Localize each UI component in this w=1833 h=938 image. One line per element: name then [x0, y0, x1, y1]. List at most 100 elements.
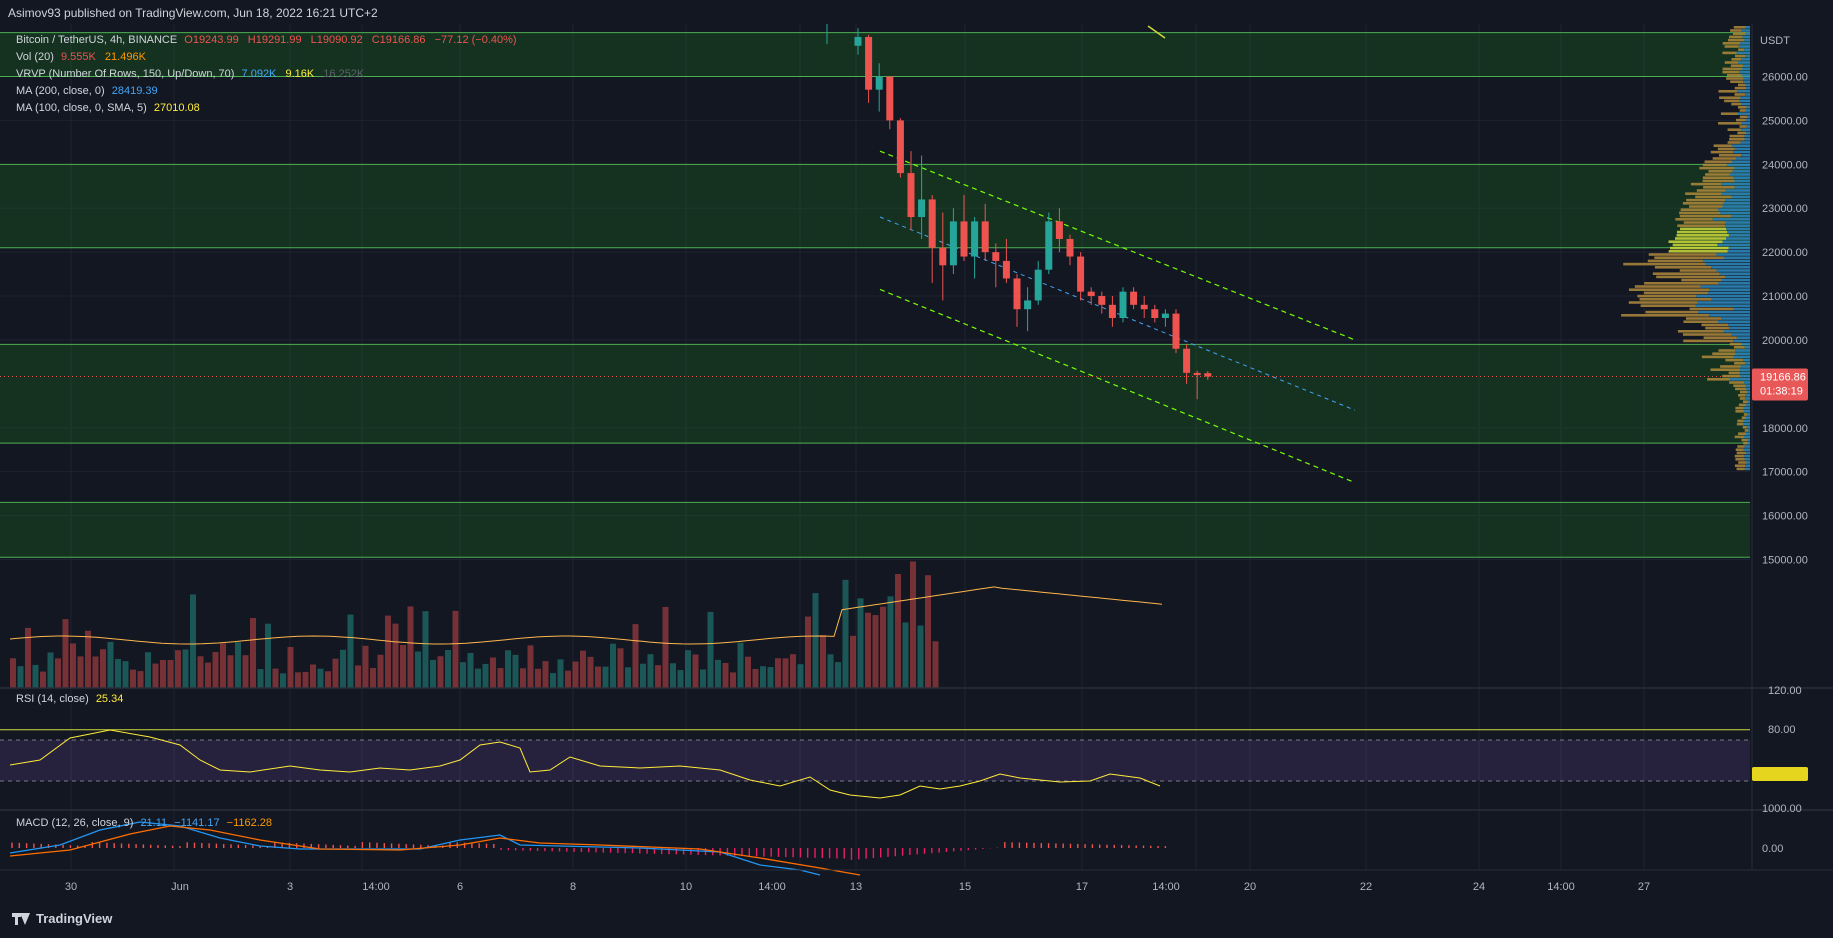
volume-bar	[55, 658, 61, 688]
profile-row-up	[1696, 294, 1750, 298]
profile-row-down	[1729, 342, 1742, 346]
candle	[1183, 344, 1191, 384]
volume-bar	[242, 655, 249, 688]
volume-bar	[182, 649, 189, 688]
channel-upper-line	[879, 150, 1356, 341]
macd-tick-label: 1000.00	[1762, 803, 1802, 815]
candle-body	[896, 120, 904, 174]
zone-box	[0, 344, 1750, 444]
profile-row-down	[1743, 413, 1748, 416]
profile-row-up	[1733, 339, 1750, 343]
macd-tick-label: 0.00	[1762, 843, 1783, 855]
price-tag-countdown: 01:38:19	[1760, 386, 1803, 398]
volume-bar	[610, 643, 616, 688]
profile-row-up	[1745, 109, 1750, 112]
profile-row-down	[1640, 304, 1696, 307]
volume-bar	[865, 612, 871, 688]
macd-legend[interactable]: MACD (12, 26, close, 9) 21.11 −1141.17 −…	[16, 817, 272, 829]
volume-bar	[752, 668, 759, 688]
profile-row-down	[1739, 125, 1747, 128]
profile-row-down	[1689, 307, 1734, 311]
profile-row-up	[1744, 346, 1750, 349]
volume-bar	[355, 665, 361, 688]
volume-bar	[512, 654, 519, 688]
ohlc-low: L19090.92	[310, 34, 363, 46]
profile-row-down	[1696, 189, 1726, 192]
profile-row-down	[1668, 250, 1728, 253]
profile-row-up	[1716, 253, 1750, 256]
profile-row-down	[1628, 288, 1710, 291]
volume-bar	[445, 649, 451, 688]
profile-row-down	[1675, 218, 1713, 221]
profile-row-down	[1739, 109, 1746, 112]
volume-row[interactable]: Vol (20) 9.555K 21.496K	[16, 49, 523, 66]
profile-row-down	[1680, 208, 1719, 211]
profile-row-down	[1741, 416, 1746, 419]
profile-row-down	[1731, 102, 1742, 106]
candle-body	[1108, 304, 1116, 318]
profile-row-up	[1746, 426, 1750, 429]
profile-row-up	[1733, 355, 1750, 359]
candle	[875, 63, 883, 112]
volume-ma-line	[9, 586, 1163, 645]
profile-row-up	[1743, 80, 1750, 83]
profile-row-down	[1681, 278, 1722, 282]
profile-row-down	[1704, 160, 1733, 163]
profile-row-up	[1725, 198, 1750, 202]
profile-row-up	[1743, 419, 1750, 423]
profile-row-down	[1730, 29, 1742, 32]
profile-row-down	[1735, 410, 1744, 413]
volume-bar	[707, 611, 714, 688]
volume-bar	[415, 651, 421, 688]
vrvp-row[interactable]: VRVP (Number Of Rows, 150, Up/Down, 70) …	[16, 66, 523, 83]
time-tick-label: 15	[959, 881, 971, 893]
volume-bar	[235, 642, 241, 688]
candle	[992, 243, 1000, 288]
profile-row-up	[1741, 58, 1750, 61]
profile-row-up	[1740, 141, 1750, 144]
profile-row-up	[1740, 365, 1750, 368]
rsi-label: RSI (14, close)	[16, 693, 89, 705]
volume-bar	[407, 606, 414, 688]
profile-row-up	[1740, 128, 1750, 131]
candle	[949, 208, 957, 275]
profile-row-up	[1744, 381, 1750, 384]
volume-bar	[250, 618, 256, 688]
profile-row-down	[1701, 323, 1729, 327]
profile-row-up	[1732, 170, 1750, 173]
macd-signal-value: −1141.17	[174, 817, 220, 829]
candle	[1077, 252, 1085, 301]
profile-row-down	[1737, 419, 1744, 423]
profile-row-down	[1727, 141, 1741, 144]
time-tick-label: 30	[65, 881, 77, 893]
volume-bar	[122, 661, 129, 688]
macd-pane: 1000.00 0.00	[0, 803, 1833, 876]
profile-row-down	[1728, 371, 1740, 375]
profile-row-up	[1744, 134, 1750, 138]
ma100-row[interactable]: MA (100, close, 0, SMA, 5) 27010.08	[16, 100, 523, 117]
volume-bar	[662, 606, 669, 688]
volume-bar	[115, 658, 121, 688]
profile-row-up	[1716, 269, 1750, 272]
time-tick-label: 14:00	[1152, 881, 1180, 893]
profile-row-down	[1727, 128, 1741, 131]
profile-row-down	[1654, 256, 1725, 259]
volume-bar	[175, 650, 181, 688]
volume-bar	[257, 669, 264, 688]
profile-row-down	[1682, 202, 1724, 205]
tradingview-brand[interactable]: TradingView	[12, 911, 112, 926]
profile-row-down	[1645, 310, 1699, 314]
profile-row-up	[1708, 291, 1750, 295]
rsi-legend[interactable]: RSI (14, close) 25.34	[16, 693, 123, 705]
profile-row-up	[1712, 218, 1750, 221]
profile-row-up	[1725, 189, 1750, 192]
profile-row-down	[1744, 429, 1749, 432]
ma200-row[interactable]: MA (200, close, 0) 28419.39	[16, 83, 523, 100]
profile-row-up	[1737, 90, 1750, 93]
volume-bar	[797, 664, 804, 688]
symbol-row[interactable]: Bitcoin / TetherUS, 4h, BINANCE O19243.9…	[16, 32, 523, 49]
volume-bar	[272, 668, 279, 688]
volume-bar	[835, 662, 841, 688]
profile-row-up	[1743, 64, 1750, 67]
